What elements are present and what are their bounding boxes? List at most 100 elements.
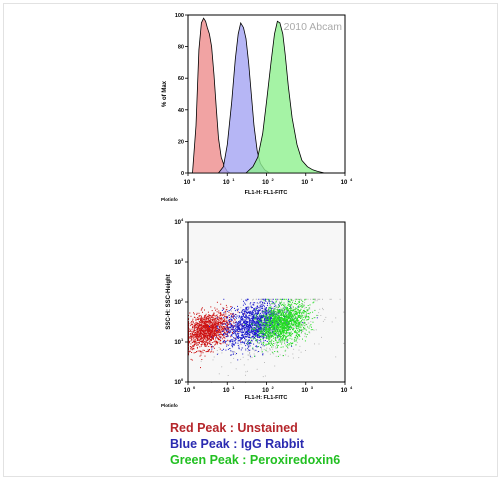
scatter-point bbox=[246, 326, 248, 328]
scatter-point bbox=[245, 349, 247, 351]
scatter-point bbox=[269, 316, 271, 318]
scatter-point bbox=[265, 349, 267, 351]
scatter-point bbox=[299, 334, 300, 336]
scatter-point bbox=[293, 317, 295, 319]
scatter-point bbox=[290, 317, 292, 319]
scatter-point bbox=[193, 335, 195, 337]
scatter-point bbox=[276, 324, 278, 326]
scatter-point bbox=[192, 330, 194, 332]
scatter-point bbox=[257, 341, 258, 343]
scatter-point bbox=[276, 319, 277, 321]
scatter-point bbox=[252, 338, 254, 340]
scatter-point bbox=[206, 327, 208, 329]
scatter-point bbox=[214, 329, 216, 331]
scatter-point bbox=[279, 321, 281, 323]
scatter-point bbox=[274, 323, 276, 325]
scatter-point bbox=[223, 340, 225, 342]
scatter-point bbox=[252, 316, 253, 318]
scatter-point bbox=[217, 322, 219, 323]
scatter-point bbox=[196, 338, 198, 340]
scatter-point bbox=[248, 311, 250, 313]
scatter-x-tick-exponent: 4 bbox=[350, 385, 353, 390]
scatter-point bbox=[257, 328, 259, 330]
scatter-point bbox=[264, 300, 266, 302]
scatter-point bbox=[238, 315, 240, 317]
scatter-point bbox=[260, 328, 262, 330]
scatter-point bbox=[283, 336, 285, 338]
scatter-point bbox=[265, 308, 267, 309]
scatter-point bbox=[243, 319, 245, 321]
scatter-point bbox=[191, 328, 193, 330]
scatter-point bbox=[207, 329, 209, 331]
scatter-point bbox=[271, 322, 273, 323]
scatter-point bbox=[202, 317, 204, 319]
scatter-point bbox=[294, 336, 296, 338]
scatter-point bbox=[231, 334, 233, 335]
scatter-point bbox=[277, 311, 279, 313]
scatter-point bbox=[249, 339, 251, 341]
scatter-point bbox=[275, 316, 277, 317]
scatter-point bbox=[236, 325, 238, 327]
scatter-point bbox=[241, 335, 243, 337]
scatter-point bbox=[246, 340, 248, 342]
scatter-point bbox=[276, 351, 278, 353]
scatter-point bbox=[209, 317, 211, 319]
scatter-point bbox=[250, 341, 252, 343]
scatter-point bbox=[258, 313, 260, 315]
scatter-point bbox=[277, 320, 279, 321]
scatter-point bbox=[294, 317, 296, 319]
scatter-point bbox=[300, 329, 302, 331]
scatter-point bbox=[285, 314, 287, 316]
scatter-point bbox=[296, 320, 298, 322]
scatter-point bbox=[275, 323, 277, 325]
scatter-point bbox=[245, 374, 246, 376]
scatter-point bbox=[190, 348, 192, 350]
scatter-point bbox=[268, 334, 270, 336]
scatter-point bbox=[297, 314, 299, 316]
scatter-point bbox=[312, 321, 314, 323]
scatter-point bbox=[264, 316, 266, 318]
legend: Red Peak : Unstained Blue Peak : IgG Rab… bbox=[170, 420, 340, 468]
scatter-point bbox=[268, 328, 270, 330]
scatter-point bbox=[231, 345, 233, 347]
scatter-point bbox=[218, 335, 220, 337]
scatter-point bbox=[285, 333, 287, 334]
scatter-point bbox=[220, 319, 222, 321]
scatter-point bbox=[291, 299, 293, 301]
scatter-point bbox=[203, 329, 205, 331]
scatter-point bbox=[200, 354, 202, 356]
scatter-point bbox=[197, 325, 199, 327]
scatter-point bbox=[258, 351, 260, 352]
scatter-point bbox=[199, 327, 201, 329]
scatter-point bbox=[240, 319, 242, 321]
scatter-point bbox=[260, 319, 262, 321]
scatter-point bbox=[241, 337, 243, 338]
scatter-point bbox=[194, 330, 196, 331]
scatter-point bbox=[262, 308, 263, 310]
scatter-point bbox=[292, 314, 294, 316]
scatter-point bbox=[279, 309, 281, 310]
scatter-point bbox=[197, 338, 199, 340]
scatter-point bbox=[204, 325, 206, 326]
scatter-point bbox=[209, 330, 211, 332]
scatter-point bbox=[241, 310, 243, 312]
scatter-point bbox=[200, 327, 202, 329]
scatter-point bbox=[197, 336, 199, 338]
scatter-point bbox=[205, 324, 206, 326]
scatter-point bbox=[208, 337, 210, 339]
scatter-point bbox=[297, 318, 298, 320]
scatter-point bbox=[193, 312, 194, 314]
scatter-point bbox=[261, 307, 263, 309]
scatter-point bbox=[298, 349, 300, 351]
scatter-point bbox=[217, 334, 219, 336]
scatter-point bbox=[253, 334, 255, 336]
scatter-point bbox=[260, 333, 262, 335]
scatter-point bbox=[232, 321, 234, 323]
scatter-point bbox=[266, 331, 268, 333]
scatter-point bbox=[205, 333, 207, 335]
scatter-point bbox=[322, 320, 324, 322]
scatter-point bbox=[242, 318, 244, 320]
scatter-point bbox=[269, 330, 271, 332]
scatter-point bbox=[263, 323, 265, 325]
scatter-point bbox=[248, 310, 250, 312]
